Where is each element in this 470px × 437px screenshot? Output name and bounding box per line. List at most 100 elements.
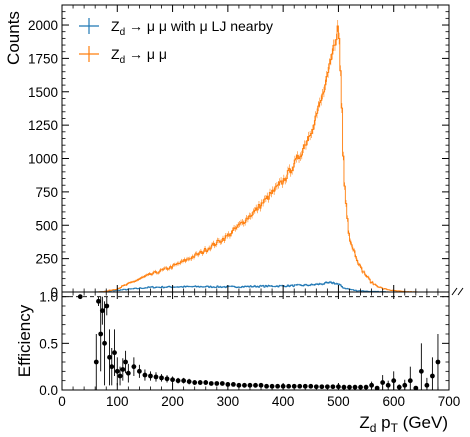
efficiency-point: [435, 359, 441, 365]
efficiency-point: [114, 368, 120, 374]
axis-break-mark-2: [457, 287, 464, 296]
legend-label-all-sub: d: [120, 55, 126, 66]
efficiency-point: [99, 308, 105, 314]
x-axis-label-sub: d: [370, 421, 377, 435]
legend-label-all: Zd → μ μ: [111, 46, 167, 66]
efficiency-point: [391, 378, 397, 384]
efficiency-point: [125, 370, 131, 376]
efficiency-point: [170, 377, 175, 383]
bottom-y-axis-label: Efficiency: [15, 304, 34, 377]
top-y-tick-label: 1000: [28, 152, 58, 167]
top-y-tick-label: 0: [50, 285, 58, 300]
efficiency-point: [219, 381, 225, 386]
efficiency-point: [230, 382, 236, 387]
legend-label-with-lj: Zd → μ μ with μ LJ nearby: [111, 18, 273, 38]
efficiency-point: [197, 380, 203, 385]
efficiency-point: [93, 359, 99, 365]
top-series-group: [62, 19, 449, 293]
efficiency-point: [203, 380, 209, 385]
efficiency-point: [142, 372, 148, 378]
bottom-axis-ticks: 0 100 200 300 400 500 600 700 0.0 0.5 1.0: [39, 290, 460, 409]
efficiency-point: [380, 380, 386, 385]
efficiency-point: [153, 374, 159, 380]
efficiency-point: [214, 381, 220, 386]
efficiency-point: [253, 382, 258, 388]
x-tick-label: 0: [58, 394, 66, 409]
efficiency-point: [369, 382, 374, 388]
efficiency-point: [175, 378, 181, 384]
top-y-tick-label: 750: [35, 185, 58, 200]
efficiency-point: [192, 380, 198, 385]
efficiency-point: [424, 382, 430, 388]
efficiency-point: [96, 298, 101, 304]
efficiency-point: [402, 382, 408, 388]
efficiency-point: [374, 385, 380, 391]
legend-label-with-lj-main: Z: [111, 18, 120, 34]
bottom-series-group: [77, 294, 441, 391]
top-y-tick-label: 1500: [28, 85, 58, 100]
efficiency-point: [109, 364, 115, 370]
efficiency-point: [258, 382, 264, 388]
top-y-tick-label: 500: [35, 218, 58, 233]
efficiency-point: [269, 383, 275, 389]
top-y-tick-label: 1250: [28, 118, 58, 133]
legend-label-with-lj-rest: → μ μ with μ LJ nearby: [125, 18, 273, 34]
efficiency-point: [242, 382, 247, 388]
efficiency-point: [352, 384, 358, 390]
efficiency-point: [385, 382, 391, 388]
x-tick-label: 400: [272, 394, 295, 409]
efficiency-point: [275, 383, 281, 389]
efficiency-point: [120, 367, 126, 372]
histogram-errorbars-all: [105, 19, 405, 292]
x-tick-label: 500: [327, 394, 350, 409]
bottom-plot-frame: [61, 291, 450, 391]
efficiency-point: [302, 383, 308, 389]
legend: Zd → μ μ with μ LJ nearby Zd → μ μ: [79, 18, 273, 66]
x-axis-label-rest: (GeV): [398, 413, 448, 432]
efficiency-point: [137, 368, 142, 374]
x-tick-label: 100: [106, 394, 129, 409]
efficiency-point: [164, 376, 170, 382]
efficiency-point: [407, 378, 413, 384]
efficiency-point: [330, 384, 336, 390]
axis-break-mark-1: [451, 287, 458, 296]
top-panel: 0 250 500 750 1000 1250 1500 1750 2000 Counts Zd…: [4, 4, 450, 300]
top-y-axis-label: Counts: [4, 11, 23, 65]
bottom-y-tick-label: 0.0: [39, 383, 58, 398]
top-plot-frame: [61, 4, 450, 293]
bottom-y-tick-label: 0.5: [39, 336, 58, 351]
x-tick-label: 300: [217, 394, 240, 409]
efficiency-point: [396, 384, 402, 390]
x-tick-label: 600: [382, 394, 405, 409]
efficiency-point: [186, 379, 192, 384]
efficiency-point: [208, 381, 214, 386]
legend-label-all-main: Z: [111, 46, 120, 62]
bottom-y-tick-label: 1.0: [39, 290, 58, 305]
efficiency-point: [159, 375, 164, 381]
efficiency-point: [117, 373, 123, 379]
legend-label-all-rest: → μ μ: [125, 46, 167, 62]
efficiency-point: [430, 373, 435, 379]
efficiency-point: [107, 354, 112, 360]
x-axis-label: Zd pT (GeV): [359, 413, 448, 435]
efficiency-point: [319, 384, 325, 390]
efficiency-point: [236, 382, 242, 388]
legend-item-all: Zd → μ μ: [79, 46, 167, 66]
top-y-tick-label: 250: [35, 252, 58, 267]
efficiency-point: [297, 383, 303, 389]
efficiency-point: [131, 364, 137, 370]
efficiency-point: [308, 383, 314, 389]
x-axis-label-sub2: T: [391, 421, 399, 435]
efficiency-point: [291, 383, 297, 389]
top-y-tick-label: 2000: [28, 18, 58, 33]
efficiency-point: [98, 331, 104, 337]
legend-item-with-lj: Zd → μ μ with μ LJ nearby: [79, 18, 273, 38]
efficiency-point: [341, 384, 347, 390]
x-axis-label-mid: p: [376, 413, 390, 432]
efficiency-point: [77, 294, 83, 300]
x-axis-label-main: Z: [359, 413, 369, 432]
x-tick-label: 700: [438, 394, 461, 409]
efficiency-point: [104, 303, 110, 309]
efficiency-point: [264, 383, 269, 389]
